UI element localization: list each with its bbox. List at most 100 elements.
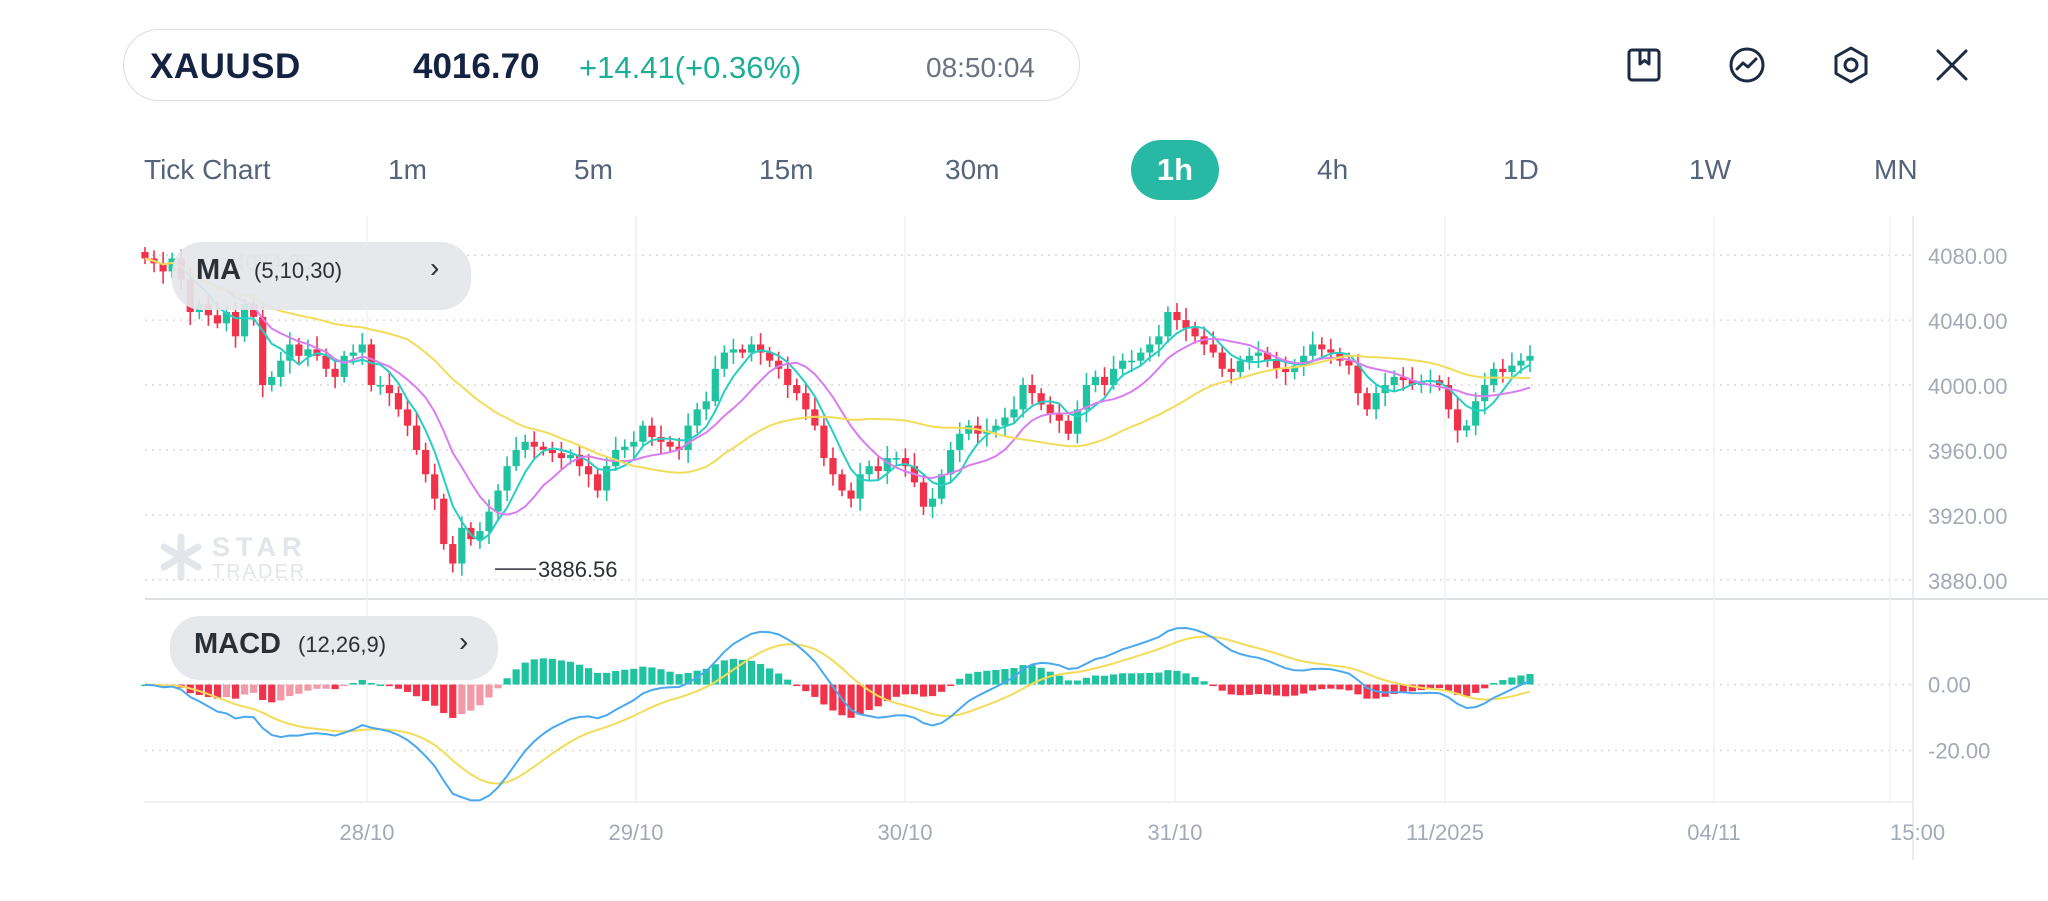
candle-body [458, 527, 466, 564]
tab-tick-chart[interactable]: Tick Chart [144, 154, 271, 185]
candle-body [331, 368, 339, 377]
candle-body [747, 344, 756, 353]
macd-bar [856, 684, 864, 715]
macd-bar [1490, 683, 1498, 685]
macd-bar [1318, 684, 1326, 690]
candle-body [1254, 352, 1263, 356]
macd-bar [250, 684, 258, 693]
macd-bar [1444, 684, 1453, 691]
macd-bar [322, 684, 330, 689]
macd-bar [259, 684, 267, 700]
macd-bar [584, 668, 593, 685]
date-tick-label: 04/11 [1687, 820, 1740, 845]
macd-bar [1091, 675, 1100, 685]
macd-bar [938, 684, 946, 692]
candle-body [947, 449, 955, 475]
macd-line [144, 626, 1531, 802]
candle-body [259, 316, 267, 386]
candle-body [512, 449, 520, 467]
candle-body [539, 446, 547, 450]
candle-body [666, 441, 674, 447]
price-chart[interactable]: STAR TRADER 4080.00 4040.00 4000.00 3960.00… [0, 210, 2048, 880]
chevron-right-icon: › [459, 626, 469, 657]
candle-body [793, 385, 801, 394]
close-icon[interactable] [1931, 44, 1973, 86]
macd-bar [910, 684, 919, 695]
candle-body [1100, 376, 1109, 386]
trend-chart-icon[interactable] [1726, 44, 1768, 86]
candle-body [956, 433, 964, 450]
macd-bar [1064, 680, 1072, 685]
macd-bar [286, 684, 294, 697]
macd-bar [1028, 665, 1036, 685]
candle-body [476, 531, 484, 540]
tab-15m[interactable]: 15m [759, 154, 814, 185]
tab-1h[interactable]: 1h [1131, 140, 1219, 200]
macd-bar [1019, 665, 1027, 685]
macd-bar [1109, 674, 1118, 685]
ma-indicator-pill[interactable]: MA (5,10,30) › [172, 242, 471, 310]
tab-1w[interactable]: 1W [1689, 154, 1731, 185]
macd-bar [1073, 680, 1081, 685]
macd-bar [358, 679, 366, 685]
tab-1d[interactable]: 1D [1503, 154, 1539, 185]
price-tick-label: 3880.00 [1928, 569, 2008, 594]
candle-body [766, 352, 774, 361]
candle-body [557, 453, 566, 459]
macd-bar [1146, 672, 1154, 685]
candle-body [1444, 385, 1453, 410]
candle-body [738, 349, 747, 353]
candle-body [304, 349, 312, 356]
tab-5m[interactable]: 5m [574, 154, 613, 185]
candle-body [874, 466, 882, 472]
macd-bar [403, 684, 412, 692]
candle-body [756, 344, 765, 353]
bookmark-icon[interactable] [1623, 44, 1665, 86]
candle-body [340, 355, 348, 377]
tab-4h[interactable]: 4h [1317, 154, 1349, 185]
macd-bar [603, 672, 611, 685]
macd-bar [340, 684, 348, 687]
macd-bar [756, 664, 765, 685]
price-tick-label: 4000.00 [1928, 374, 2008, 399]
macd-bar [313, 684, 321, 689]
macd-bar [811, 684, 819, 697]
candle-body [1526, 355, 1534, 361]
macd-bar [1037, 667, 1045, 685]
macd-bar [512, 669, 520, 685]
candle-body [1191, 328, 1199, 337]
candle-body [1019, 385, 1027, 410]
indicator-settings-icon[interactable] [1830, 44, 1872, 86]
macd-axis: 0.00 -20.00 [1928, 673, 1990, 764]
macd-bar [1291, 684, 1299, 696]
candle-body [584, 466, 593, 475]
candle-body [992, 425, 1000, 431]
macd-bar [1281, 684, 1290, 697]
instrument-symbol[interactable]: XAUUSD [150, 47, 301, 86]
macd-bar [1218, 684, 1226, 691]
date-tick-label: 28/10 [339, 820, 394, 845]
macd-bar [675, 674, 683, 685]
candle-body [684, 425, 692, 450]
macd-bar [1128, 673, 1136, 685]
tab-1m[interactable]: 1m [388, 154, 427, 185]
candle-body [621, 446, 629, 450]
macd-indicator-pill[interactable]: MACD (12,26,9) › [170, 616, 498, 680]
macd-bar [901, 684, 909, 695]
candle-body [431, 474, 439, 499]
candle-body [702, 401, 710, 410]
price-tick-label: 4040.00 [1928, 309, 2008, 334]
tab-mn[interactable]: MN [1874, 154, 1918, 185]
candle-body [367, 344, 375, 386]
watermark-line2: TRADER [212, 561, 306, 583]
candle-body [1327, 349, 1335, 353]
macd-bar [919, 684, 928, 697]
macd-bar [1173, 670, 1181, 685]
candle-body [1453, 409, 1462, 431]
candle-body [1155, 336, 1163, 345]
candle-body [1109, 368, 1118, 386]
tab-30m[interactable]: 30m [945, 154, 1000, 185]
macd-bar [630, 668, 638, 685]
candle-body [358, 344, 366, 353]
candle-body [856, 474, 864, 499]
